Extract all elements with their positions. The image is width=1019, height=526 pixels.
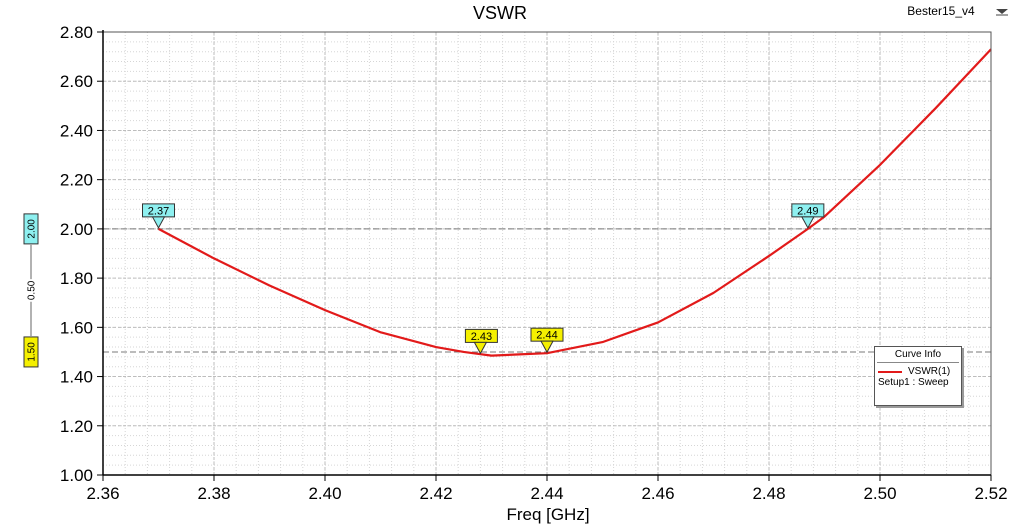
side-tag-label: 2.00 — [27, 219, 38, 239]
y-tick-label: 2.20 — [60, 171, 93, 190]
marker-pointer — [473, 341, 488, 355]
marker-layer: 2.37 2.43 2.44 2.49 — [142, 203, 825, 355]
chart-title: VSWR — [473, 3, 527, 23]
x-tick-label: 2.44 — [530, 484, 563, 503]
y-tick-label: 1.00 — [60, 466, 93, 485]
project-name: Bester15_v4 — [907, 4, 975, 18]
legend-sub-label: Setup1 : Sweep — [878, 377, 949, 388]
x-tick-label: 2.52 — [974, 484, 1007, 503]
marker-pointer — [540, 340, 554, 354]
x-tick-label: 2.50 — [863, 484, 896, 503]
marker-label: 2.43 — [471, 331, 492, 343]
side-tag-box — [23, 213, 39, 245]
side-tag-label: 1.50 — [27, 342, 38, 362]
y-tick-label: 2.00 — [60, 220, 93, 239]
legend-line-swatch — [878, 370, 902, 373]
curve-info-legend[interactable]: Curve Info VSWR(1) Setup1 : Sweep — [874, 346, 962, 406]
x-tick-label: 2.46 — [641, 484, 674, 503]
marker-2.49[interactable]: 2.49 — [791, 203, 825, 229]
grid — [102, 31, 992, 476]
y-tick-label: 1.20 — [60, 417, 93, 436]
axes: 1.00 1.20 1.40 1.60 1.80 2.00 2.20 2.40 2.60 2.80… — [60, 23, 1008, 503]
x-tick-label: 2.38 — [197, 484, 230, 503]
side-annotations: 2.00 1.50 0.50 — [23, 213, 40, 368]
side-tag-2.00: 2.00 — [23, 213, 39, 245]
y-tick-label: 2.60 — [60, 72, 93, 91]
marker-label: 2.44 — [536, 330, 557, 342]
x-tick-label: 2.36 — [86, 484, 119, 503]
legend-entry: VSWR(1) — [875, 363, 961, 377]
delta-label: 0.50 — [27, 280, 38, 300]
marker-pointer — [801, 216, 815, 229]
menu-arrow-icon[interactable] — [996, 9, 1008, 16]
y-tick-label: 2.40 — [60, 121, 93, 140]
legend-title: Curve Info — [877, 347, 959, 363]
x-tick-label: 2.40 — [308, 484, 341, 503]
y-tick-label: 2.80 — [60, 23, 93, 42]
y-tick-label: 1.80 — [60, 269, 93, 288]
x-tick-label: 2.42 — [419, 484, 452, 503]
marker-2.44[interactable]: 2.44 — [530, 327, 564, 354]
legend-entry-label: VSWR(1) — [908, 366, 951, 377]
side-tag-box — [23, 336, 39, 368]
marker-label: 2.37 — [148, 205, 169, 217]
marker-label: 2.49 — [797, 205, 818, 217]
marker-2.43[interactable]: 2.43 — [464, 328, 498, 355]
x-axis-label: Freq [GHz] — [506, 505, 589, 524]
marker-2.37[interactable]: 2.37 — [142, 203, 175, 229]
marker-pointer — [151, 216, 166, 229]
side-tag-1.50: 1.50 — [23, 336, 39, 368]
x-tick-label: 2.48 — [752, 484, 785, 503]
y-tick-label: 1.40 — [60, 368, 93, 387]
y-tick-label: 1.60 — [60, 318, 93, 337]
